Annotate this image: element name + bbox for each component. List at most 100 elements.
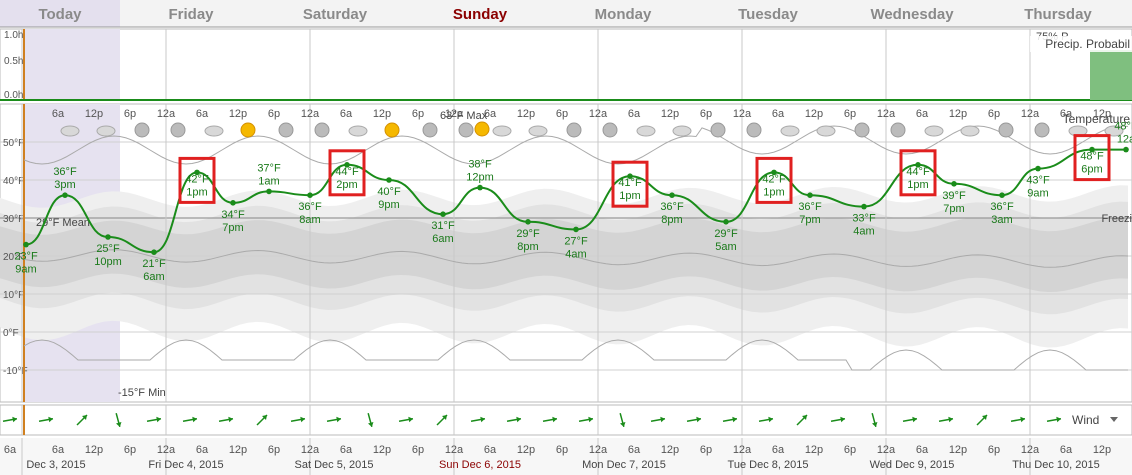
moon-icon [998,122,1014,138]
temp-point-14 [627,173,633,179]
moon-icon [170,122,186,138]
wind-panel [0,404,1132,436]
moon-icon [854,122,870,138]
axis-hour-label: 12a [877,444,896,456]
temp-value-19: 33°F [852,213,876,225]
temp-value-6: 37°F [257,162,281,174]
temp-time-23: 9am [1027,188,1048,200]
temperature-label: Temperature [1063,112,1131,126]
sun-icon [474,121,490,137]
wind-arrow-icon [182,416,198,423]
wind-arrow-icon [115,412,122,428]
precip-ylabel-2: 0.0h [4,90,23,101]
temp-time-4: 1pm [186,186,207,198]
axis-hour-label: 12p [373,444,391,456]
hour-label: 6p [700,108,712,120]
axis-hour-label: 6a [196,444,209,456]
hour-label: 12p [373,108,391,120]
hour-label: 12a [301,108,320,120]
temp-time-13: 4am [565,248,586,260]
hour-label: 6p [988,108,1000,120]
temp-point-24 [1089,146,1095,153]
temp-time-12: 8pm [517,241,538,253]
cloud-icon [924,125,944,137]
hour-label: 6a [916,108,929,120]
temp-point-3 [151,249,157,255]
temp-value-12: 29°F [516,228,540,240]
temp-time-10: 6am [432,233,453,245]
max-label: 63°F Max [440,110,488,122]
axis-hour-label: 6p [124,444,136,456]
today-header-bg [0,0,120,27]
wind-arrow-icon [650,416,666,423]
temp-time-25: 12a [1117,134,1132,146]
temp-value-0: 23°F [14,251,38,263]
day-label-1: Friday [168,6,214,23]
temp-time-24: 6pm [1081,164,1102,176]
wind-arrow-icon [256,414,268,426]
wind-arrow-icon [830,416,846,423]
temp-point-23 [1035,165,1041,172]
axis-hour-label: 6p [268,444,280,456]
axis-hour-label: 12p [1093,444,1111,456]
temp-time-11: 12pm [466,172,494,184]
hour-label: 12a [445,108,464,120]
temp-value-8: 44°F [335,166,359,178]
temp-time-7: 8am [299,214,320,226]
temp-time-5: 7pm [222,222,243,234]
hour-label: 12a [733,108,752,120]
wind-arrow-icon [76,414,88,426]
wind-arrow-icon [722,416,738,423]
day-label-4: Monday [595,6,652,23]
hour-label: 12p [85,108,103,120]
precip-today-shade [24,29,120,100]
temp-point-2 [105,234,111,240]
day-label-0: Today [38,6,82,23]
wind-arrow-icon [1010,416,1026,423]
wind-arrow-icon [542,416,558,423]
time-axis-bg [0,438,1132,475]
temp-point-7 [307,192,313,198]
temp-point-20 [915,162,921,168]
moon-icon [890,122,906,138]
highlight-box-14 [611,160,649,208]
precip-panel [0,28,1132,101]
temp-value-11: 38°F [468,159,492,171]
moon-icon [566,122,582,138]
temp-time-20: 1pm [907,179,928,191]
moon-icon [134,122,150,138]
wind-arrow-icon [619,412,626,428]
axis-hour-label: 6a [1060,444,1073,456]
temp-value-23: 43°F [1026,175,1050,187]
temp-point-18 [807,192,813,198]
axis-hour-label: 6p [412,444,424,456]
cloud-icon [960,125,980,137]
temp-value-21: 39°F [942,190,966,202]
temp-ytick-4: 20°F [3,252,24,263]
cloud-icon [96,125,116,137]
temp-value-10: 31°F [431,220,455,232]
highlight-box-8 [328,149,366,197]
mean-label: 29°F Mean [36,217,90,229]
axis-hour-label: 6a [340,444,353,456]
axis-hour-label: 6a [52,444,65,456]
temp-value-4: 42°F [185,173,209,185]
day-label-5: Tuesday [738,6,798,23]
axis-hour-label: 12p [85,444,103,456]
temp-value-7: 36°F [298,201,322,213]
hour-label: 12p [229,108,247,120]
cloud-icon [60,125,80,137]
axis-hour-label: 6p [988,444,1000,456]
precip-bar [1090,50,1132,100]
hour-label: 6p [556,108,568,120]
cloud-icon [780,125,800,137]
moon-icon [710,122,726,138]
axis-date-label-2: Sat Dec 5, 2015 [295,459,374,471]
temp-value-3: 21°F [142,258,166,270]
hour-label: 12a [877,108,896,120]
wind-arrow-icon [436,414,448,426]
axis-hour-label: 12p [949,444,967,456]
temp-time-16: 5am [715,241,736,253]
temp-point-10 [440,211,446,217]
moon-icon [458,122,474,138]
